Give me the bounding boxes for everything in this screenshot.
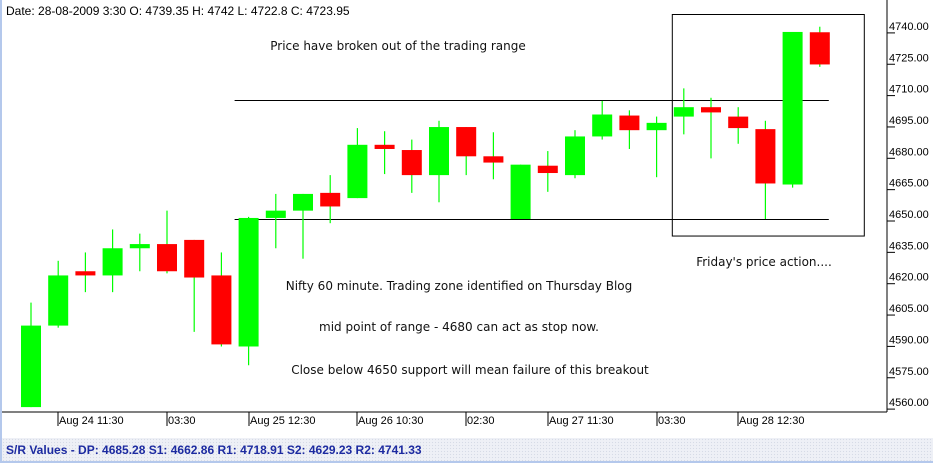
- candle-bearish[interactable]: [809, 26, 830, 67]
- x-tick-label: 02:30: [467, 415, 495, 427]
- candle-body: [619, 115, 640, 131]
- candle-body: [537, 165, 558, 174]
- candle-bearish[interactable]: [75, 252, 96, 293]
- annotation-breakout: Price have broken out of the trading ran…: [270, 39, 526, 53]
- candle-body: [673, 107, 694, 117]
- candle-body: [755, 129, 776, 184]
- candle-body: [701, 107, 721, 113]
- candle-bearish[interactable]: [701, 97, 721, 159]
- candle-bullish[interactable]: [238, 216, 259, 366]
- candle-body: [456, 127, 477, 157]
- candle-bullish[interactable]: [782, 31, 803, 188]
- candle-body: [646, 122, 667, 131]
- candle-bullish[interactable]: [21, 302, 41, 408]
- candle-bullish[interactable]: [592, 100, 613, 140]
- candle-bullish[interactable]: [48, 260, 69, 328]
- candle-body: [102, 248, 123, 276]
- y-tick-label: 4725.00: [889, 52, 929, 64]
- candle-bearish[interactable]: [374, 131, 395, 175]
- candle-body: [184, 239, 205, 278]
- candle-body: [347, 144, 368, 199]
- annotation-close-below: Close below 4650 support will mean failu…: [291, 363, 649, 377]
- candle-body: [293, 193, 313, 211]
- candle-bullish[interactable]: [673, 88, 694, 135]
- candle-body: [374, 144, 395, 149]
- candle-bearish[interactable]: [456, 127, 477, 176]
- candle-body: [429, 127, 449, 176]
- candle-bearish[interactable]: [619, 110, 640, 149]
- ohlc-readout: Date: 28-08-2009 3:30 O: 4739.35 H: 4742…: [6, 4, 350, 18]
- candle-bullish[interactable]: [429, 120, 449, 203]
- candle-body: [21, 325, 41, 408]
- candle-body: [565, 136, 585, 176]
- x-tick-label: Aug 27 11:30: [549, 415, 614, 427]
- candle-body: [782, 31, 803, 185]
- x-tick-label: Aug 28 12:30: [739, 415, 804, 427]
- candle-body: [483, 156, 504, 163]
- candle-bullish[interactable]: [265, 193, 286, 249]
- y-tick-label: 4680.00: [889, 146, 929, 158]
- candle-body: [129, 244, 150, 249]
- candlestick-chart[interactable]: 4740.00 4725.00 4710.00 4695.00 4680.00 4665.…: [0, 0, 933, 438]
- x-tick-label: 03:30: [168, 415, 196, 427]
- candle-body: [728, 116, 749, 129]
- status-bar: S/R Values - DP: 4685.28 S1: 4662.86 R1:…: [2, 438, 933, 463]
- annotation-friday: Friday's price action....: [696, 255, 832, 269]
- y-tick-label: 4665.00: [889, 178, 929, 190]
- x-tick-label: Aug 24 11:30: [59, 415, 124, 427]
- candle-body: [320, 192, 341, 207]
- candle-body: [211, 275, 232, 345]
- candle-body: [75, 271, 96, 276]
- friday-highlight-box: [671, 14, 865, 237]
- candle-bearish[interactable]: [401, 139, 422, 193]
- candle-bearish[interactable]: [755, 120, 776, 219]
- candle-body: [809, 32, 830, 65]
- y-tick-label: 4590.00: [889, 334, 929, 346]
- y-tick-label: 4560.00: [889, 397, 929, 409]
- candle-bearish[interactable]: [184, 239, 205, 332]
- candle-bullish[interactable]: [565, 130, 585, 179]
- candle-body: [238, 217, 259, 347]
- candle-bearish[interactable]: [728, 107, 749, 144]
- candle-bearish[interactable]: [211, 252, 232, 347]
- annotation-mid-point: mid point of range - 4680 can act as sto…: [319, 320, 599, 334]
- candle-bearish[interactable]: [320, 175, 341, 224]
- candle-bearish[interactable]: [537, 151, 558, 192]
- candle-body: [265, 210, 286, 218]
- x-tick-label: 03:30: [658, 415, 686, 427]
- candle-bearish[interactable]: [483, 132, 504, 180]
- candle-bullish[interactable]: [347, 128, 368, 199]
- candle-bullish[interactable]: [510, 164, 531, 219]
- y-tick-label: 4710.00: [889, 84, 929, 96]
- sr-values: S/R Values - DP: 4685.28 S1: 4662.86 R1:…: [6, 443, 422, 457]
- candle-body: [592, 114, 613, 137]
- candle-bullish[interactable]: [129, 233, 150, 272]
- x-tick-label: Aug 25 12:30: [250, 415, 315, 427]
- y-tick-label: 4740.00: [889, 21, 929, 33]
- candle-body: [510, 164, 531, 219]
- y-tick-label: 4575.00: [889, 366, 929, 378]
- candle-bearish[interactable]: [157, 210, 177, 274]
- candle-body: [157, 244, 177, 272]
- y-tick-label: 4635.00: [889, 240, 929, 252]
- candle-bullish[interactable]: [646, 116, 667, 178]
- y-tick-label: 4605.00: [889, 303, 929, 315]
- annotation-trading-zone: Nifty 60 minute. Trading zone identified…: [286, 279, 633, 293]
- y-tick-label: 4650.00: [889, 209, 929, 221]
- candle-bullish[interactable]: [293, 193, 313, 259]
- x-tick-label: Aug 26 10:30: [358, 415, 423, 427]
- y-tick-label: 4695.00: [889, 115, 929, 127]
- candle-bullish[interactable]: [102, 229, 123, 293]
- y-tick-label: 4620.00: [889, 272, 929, 284]
- candle-body: [48, 275, 69, 326]
- candle-body: [401, 150, 422, 176]
